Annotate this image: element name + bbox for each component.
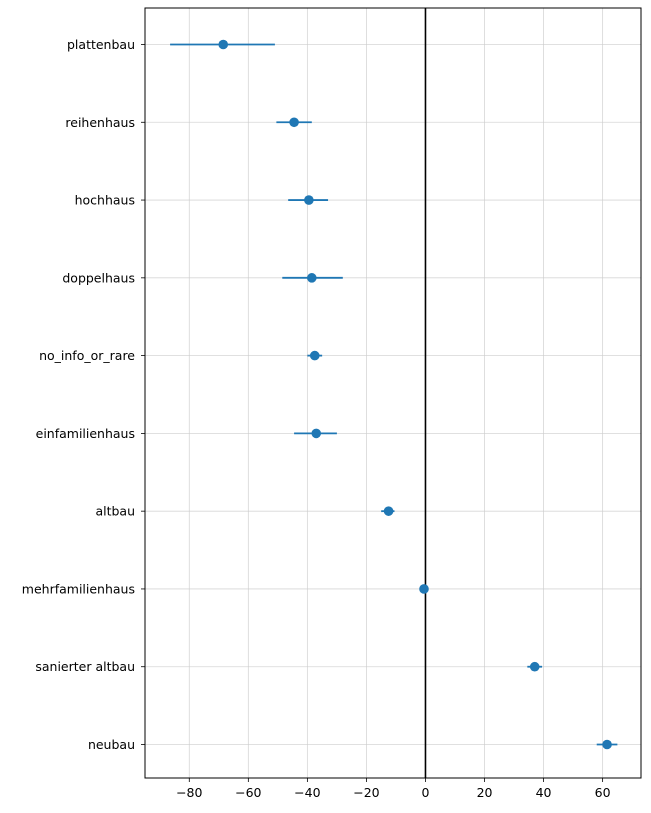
category-label: no_info_or_rare (39, 348, 135, 363)
data-point (529, 661, 540, 672)
data-point (419, 584, 429, 594)
category-label: reihenhaus (65, 115, 135, 130)
x-tick-label: 0 (421, 785, 429, 800)
grid-lines (145, 8, 641, 778)
data-point (307, 273, 317, 283)
x-tick-label: −80 (176, 785, 202, 800)
category-label: hochhaus (75, 193, 135, 208)
x-tick-label: −40 (294, 785, 320, 800)
category-label: doppelhaus (62, 270, 135, 285)
x-tick-label: 20 (477, 785, 493, 800)
y-axis: plattenbau reihenhaus hochhaus doppelhaus no… (22, 37, 145, 752)
data-point (311, 428, 322, 439)
data-point (304, 195, 314, 205)
x-axis: −80 −60 −40 −20 0 20 40 60 (176, 778, 611, 800)
x-tick-label: 40 (536, 785, 552, 800)
category-label: neubau (88, 737, 135, 752)
plot-frame (144, 7, 642, 779)
category-label: einfamilienhaus (36, 426, 135, 441)
category-label: altbau (95, 504, 135, 519)
data-point (289, 117, 299, 128)
category-label: mehrfamilienhaus (22, 581, 135, 596)
data-point (383, 506, 394, 516)
category-label: plattenbau (67, 37, 135, 52)
x-tick-label: −60 (235, 785, 261, 800)
x-tick-label: 60 (595, 785, 611, 800)
data-marks (170, 39, 618, 750)
category-label: sanierter altbau (35, 659, 135, 674)
data-point (218, 39, 229, 50)
data-point (602, 739, 612, 750)
data-point (309, 350, 320, 361)
x-tick-label: −20 (353, 785, 379, 800)
